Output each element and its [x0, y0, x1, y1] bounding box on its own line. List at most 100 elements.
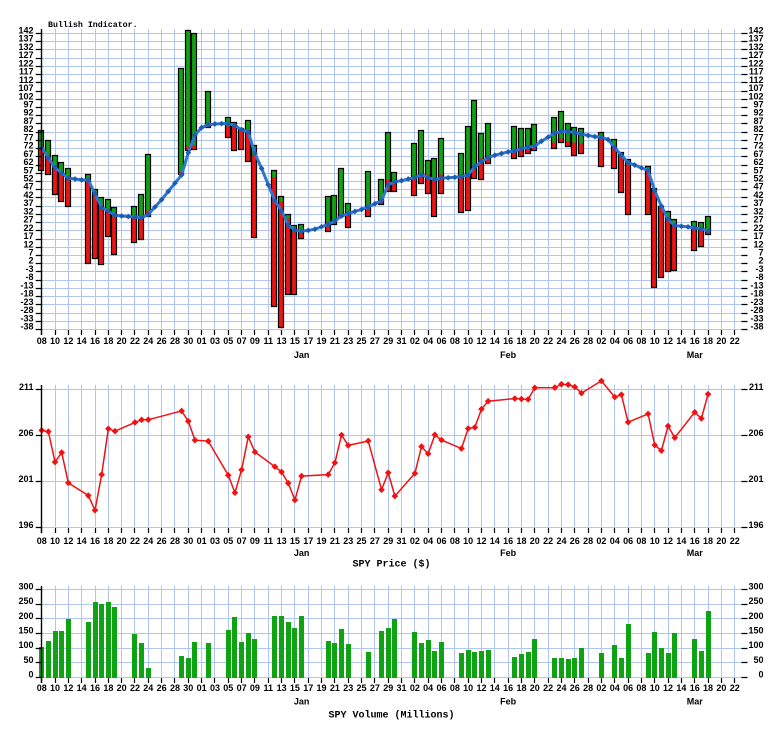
svg-text:08: 08	[450, 336, 460, 346]
svg-text:16: 16	[90, 683, 100, 693]
svg-text:22: 22	[730, 336, 740, 346]
svg-text:08: 08	[450, 683, 460, 693]
svg-text:87: 87	[23, 116, 33, 126]
svg-text:-38: -38	[20, 322, 33, 332]
svg-text:-23: -23	[750, 297, 763, 307]
svg-text:08: 08	[636, 536, 646, 546]
svg-text:Jan: Jan	[294, 350, 310, 360]
svg-text:SPY Volume (Millions): SPY Volume (Millions)	[328, 710, 454, 722]
svg-text:14: 14	[676, 336, 686, 346]
svg-text:15: 15	[290, 336, 300, 346]
svg-text:12: 12	[753, 239, 763, 249]
svg-text:-3: -3	[25, 264, 33, 274]
svg-text:206: 206	[748, 428, 763, 438]
svg-text:92: 92	[23, 108, 33, 118]
svg-text:37: 37	[23, 198, 33, 208]
svg-text:Jan: Jan	[294, 548, 310, 558]
svg-text:13: 13	[277, 683, 287, 693]
svg-text:47: 47	[753, 182, 763, 192]
svg-text:01: 01	[197, 336, 207, 346]
svg-text:21: 21	[330, 683, 340, 693]
svg-text:16: 16	[90, 536, 100, 546]
svg-text:20: 20	[530, 536, 540, 546]
svg-text:97: 97	[23, 100, 33, 110]
svg-text:-18: -18	[750, 289, 763, 299]
svg-text:100: 100	[748, 640, 763, 650]
svg-text:-13: -13	[750, 280, 763, 290]
svg-text:01: 01	[197, 683, 207, 693]
svg-text:2: 2	[28, 256, 33, 266]
svg-text:137: 137	[748, 34, 763, 44]
svg-text:122: 122	[748, 58, 763, 68]
svg-text:04: 04	[423, 536, 433, 546]
svg-text:14: 14	[490, 536, 500, 546]
svg-text:12: 12	[63, 536, 73, 546]
svg-text:142: 142	[18, 26, 33, 36]
svg-text:02: 02	[410, 336, 420, 346]
svg-text:18: 18	[703, 536, 713, 546]
svg-text:102: 102	[18, 91, 33, 101]
svg-text:17: 17	[23, 231, 33, 241]
svg-text:-8: -8	[755, 272, 763, 282]
svg-text:Feb: Feb	[500, 350, 517, 360]
svg-text:27: 27	[370, 536, 380, 546]
svg-text:02: 02	[410, 536, 420, 546]
svg-text:Jan: Jan	[294, 697, 310, 707]
svg-text:25: 25	[357, 336, 367, 346]
svg-text:12: 12	[476, 336, 486, 346]
svg-text:08: 08	[636, 336, 646, 346]
svg-text:50: 50	[23, 655, 33, 665]
svg-text:21: 21	[330, 536, 340, 546]
svg-text:27: 27	[23, 215, 33, 225]
svg-text:09: 09	[250, 536, 260, 546]
svg-text:107: 107	[748, 83, 763, 93]
svg-text:20: 20	[716, 683, 726, 693]
svg-text:18: 18	[103, 683, 113, 693]
svg-text:107: 107	[18, 83, 33, 93]
svg-text:30: 30	[183, 336, 193, 346]
svg-text:21: 21	[330, 336, 340, 346]
svg-text:02: 02	[410, 683, 420, 693]
svg-text:20: 20	[530, 336, 540, 346]
svg-text:7: 7	[758, 248, 763, 258]
svg-text:Bullish Indicator.: Bullish Indicator.	[48, 20, 138, 30]
svg-text:31: 31	[397, 536, 407, 546]
svg-text:Mar: Mar	[687, 548, 704, 558]
svg-text:13: 13	[277, 336, 287, 346]
svg-text:14: 14	[77, 536, 87, 546]
svg-text:211: 211	[19, 382, 34, 392]
svg-text:16: 16	[690, 536, 700, 546]
svg-text:12: 12	[663, 336, 673, 346]
svg-text:20: 20	[530, 683, 540, 693]
svg-text:07: 07	[237, 683, 247, 693]
svg-text:117: 117	[19, 67, 34, 77]
svg-text:09: 09	[250, 683, 260, 693]
svg-text:50: 50	[753, 655, 763, 665]
svg-text:02: 02	[596, 336, 606, 346]
svg-text:102: 102	[748, 91, 763, 101]
svg-text:06: 06	[437, 683, 447, 693]
svg-text:19: 19	[317, 336, 327, 346]
svg-text:-28: -28	[750, 305, 763, 315]
svg-text:132: 132	[18, 42, 33, 52]
svg-text:17: 17	[303, 536, 313, 546]
svg-text:67: 67	[753, 149, 763, 159]
svg-text:18: 18	[703, 683, 713, 693]
svg-text:28: 28	[170, 336, 180, 346]
svg-text:14: 14	[77, 683, 87, 693]
svg-text:16: 16	[90, 336, 100, 346]
svg-text:42: 42	[753, 190, 763, 200]
svg-text:72: 72	[753, 141, 763, 151]
svg-text:17: 17	[753, 231, 763, 241]
svg-text:150: 150	[748, 626, 763, 636]
svg-text:08: 08	[636, 683, 646, 693]
svg-text:112: 112	[749, 75, 764, 85]
svg-text:05: 05	[223, 683, 233, 693]
svg-text:26: 26	[570, 683, 580, 693]
svg-text:22: 22	[130, 536, 140, 546]
svg-text:0: 0	[758, 670, 763, 680]
svg-text:82: 82	[753, 124, 763, 134]
svg-text:06: 06	[623, 683, 633, 693]
svg-text:127: 127	[18, 50, 33, 60]
svg-text:300: 300	[748, 582, 763, 592]
